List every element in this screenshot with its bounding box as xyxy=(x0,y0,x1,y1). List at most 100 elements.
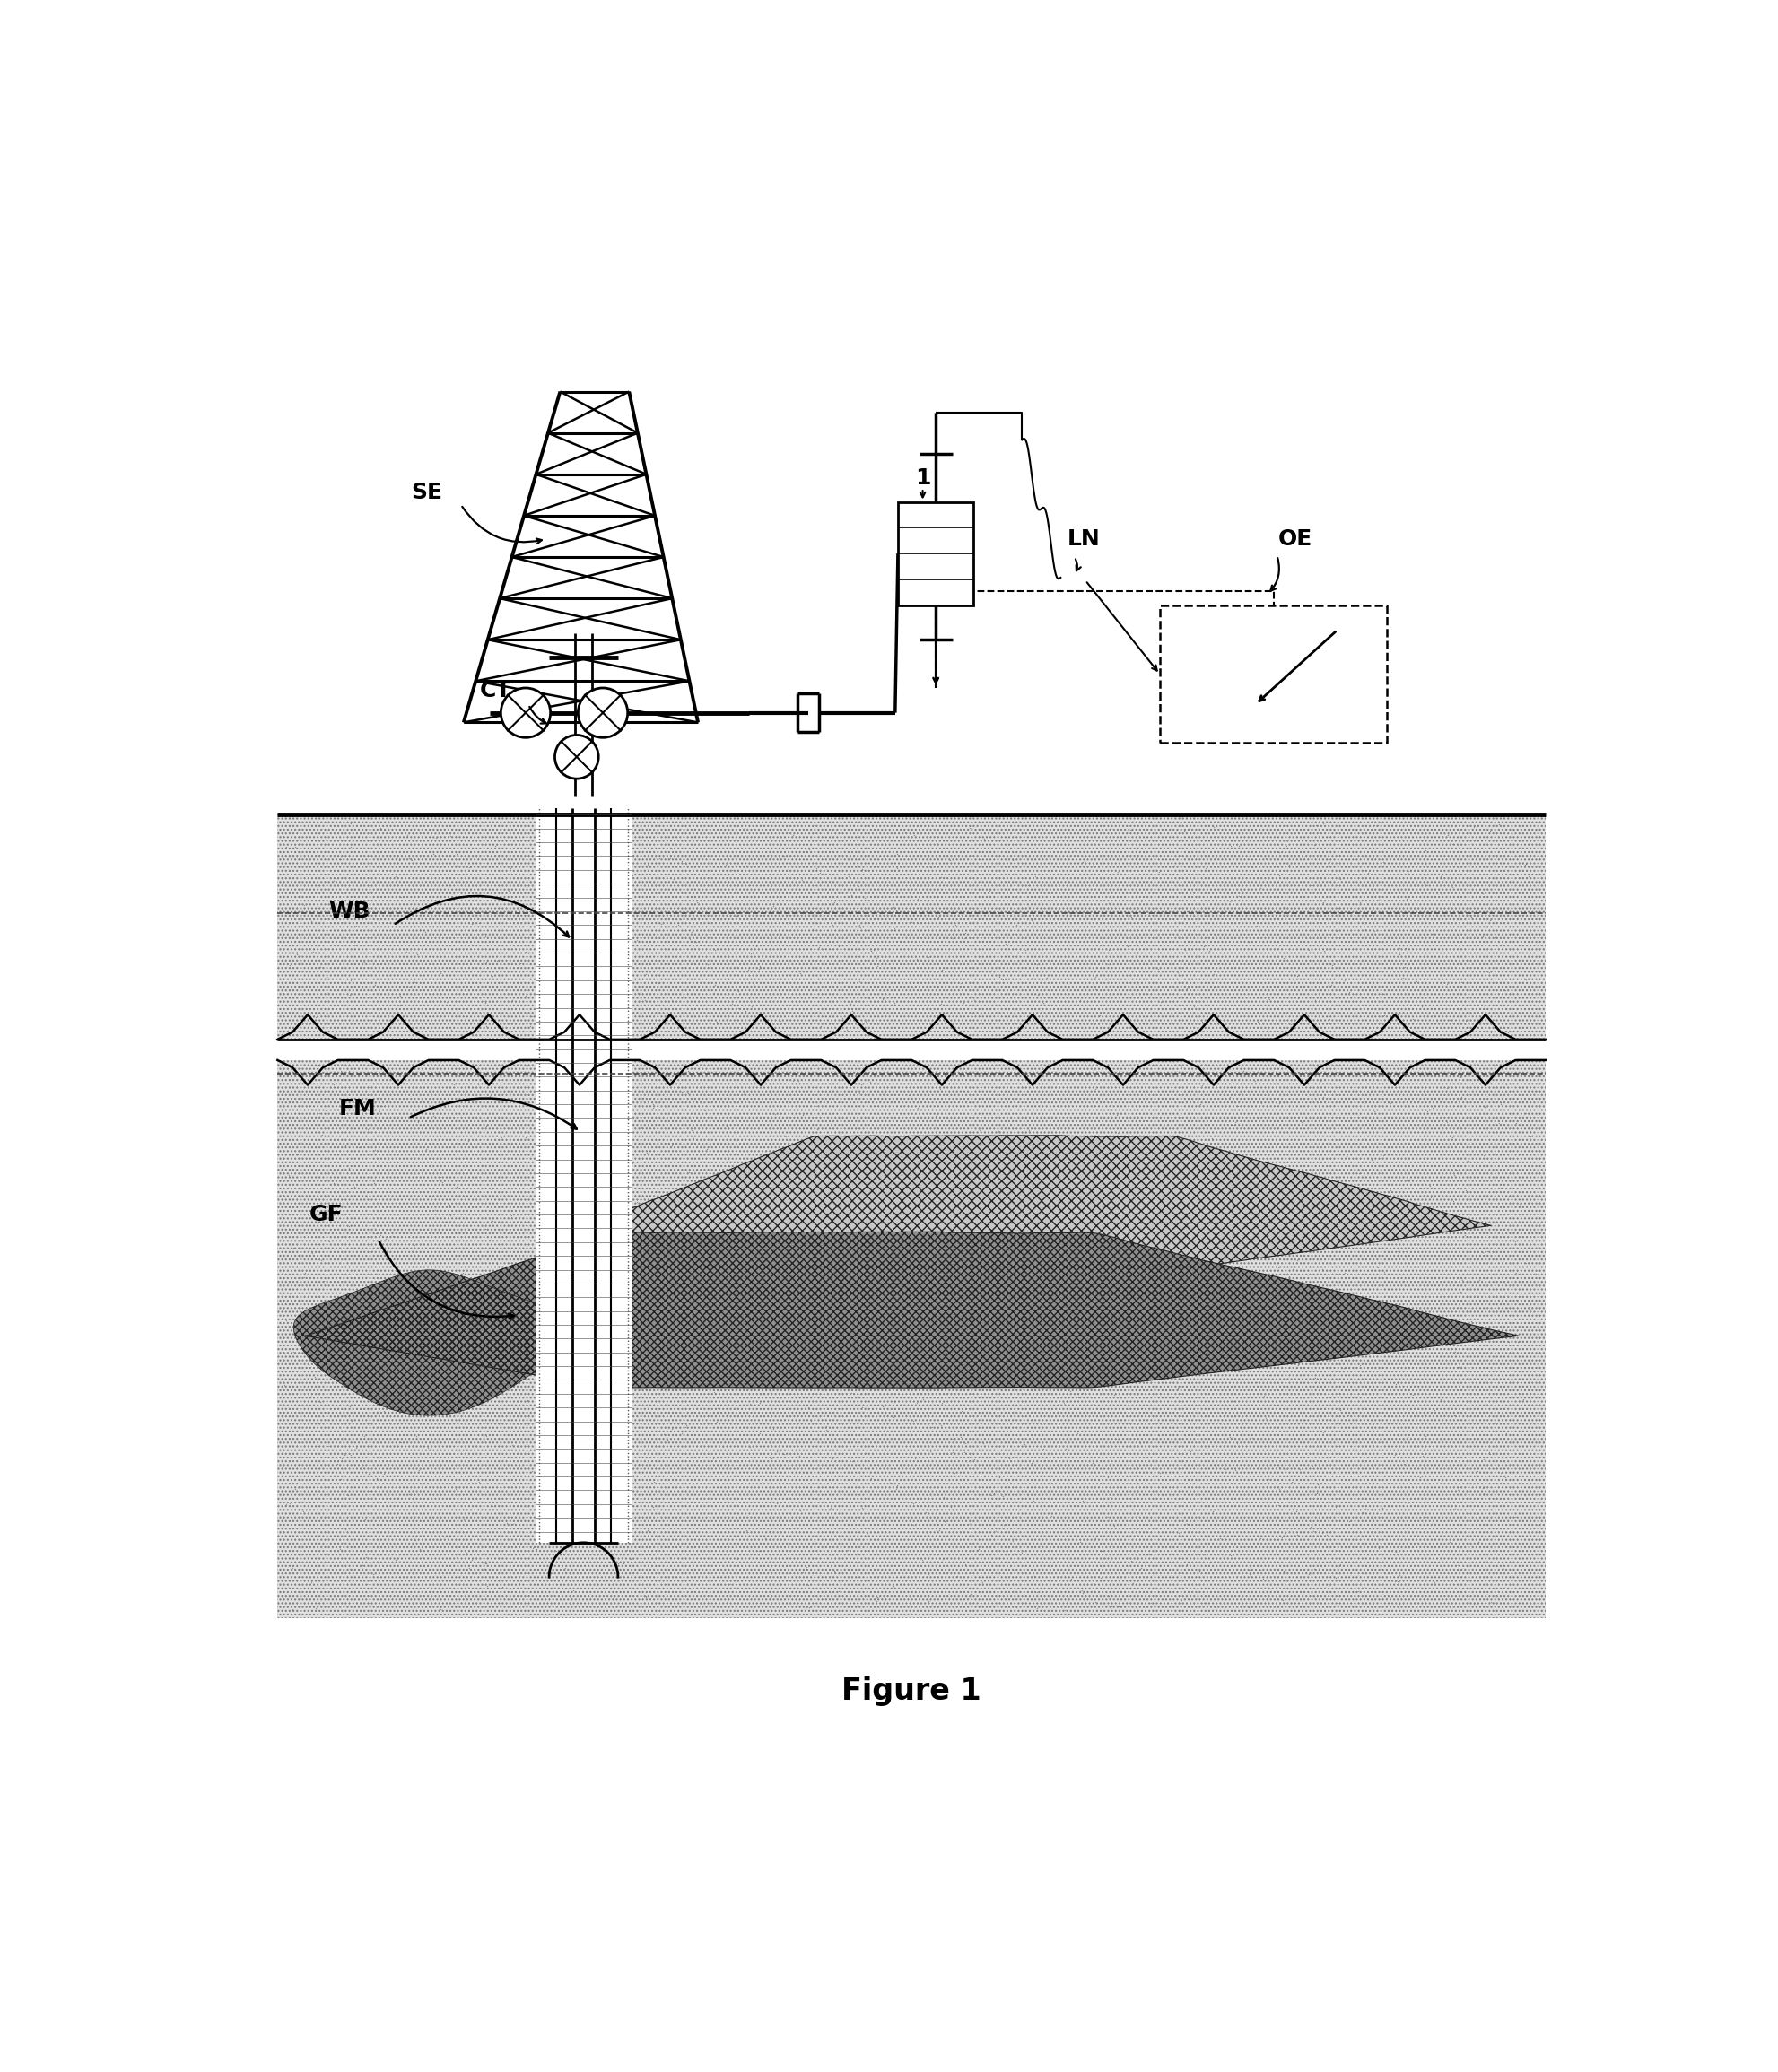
Point xyxy=(558,1573,587,1606)
Point xyxy=(340,928,368,961)
Point xyxy=(1309,1175,1337,1208)
Point xyxy=(1006,1200,1035,1233)
Point xyxy=(281,1411,309,1444)
Point xyxy=(432,1388,461,1421)
Point xyxy=(1394,856,1422,889)
Point xyxy=(597,1378,626,1411)
Point xyxy=(660,862,688,895)
Point xyxy=(603,1475,631,1508)
Point xyxy=(1170,814,1198,847)
Point xyxy=(325,843,354,876)
Bar xyxy=(277,1061,1545,1618)
Point xyxy=(1140,1372,1168,1405)
Point xyxy=(926,868,955,901)
Point xyxy=(836,986,864,1019)
Point xyxy=(949,986,978,1019)
Point xyxy=(1170,1419,1198,1452)
Point xyxy=(336,1552,364,1585)
Point xyxy=(1300,984,1328,1017)
Point xyxy=(1248,1378,1277,1411)
Point xyxy=(1346,1357,1374,1390)
Point xyxy=(425,1160,453,1193)
Point xyxy=(631,984,660,1017)
Point xyxy=(345,1569,373,1602)
Point xyxy=(677,1191,706,1225)
Point xyxy=(1223,1152,1252,1185)
Point xyxy=(1246,1521,1275,1554)
Point xyxy=(1428,1301,1456,1334)
Point xyxy=(439,1444,468,1477)
Point xyxy=(1385,1372,1414,1405)
Point xyxy=(1360,808,1389,841)
Point xyxy=(903,883,932,916)
Point xyxy=(500,1502,528,1535)
Point xyxy=(1316,1283,1344,1316)
Point xyxy=(962,1345,990,1378)
Point xyxy=(1412,868,1440,901)
Point xyxy=(1017,1403,1045,1436)
Point xyxy=(573,951,601,984)
Point xyxy=(537,1477,565,1510)
Point xyxy=(589,1073,617,1106)
Point xyxy=(1486,1173,1515,1206)
Point xyxy=(1109,1185,1138,1218)
Point xyxy=(526,1285,555,1318)
Point xyxy=(471,1546,500,1579)
Point xyxy=(277,833,306,866)
Point xyxy=(1513,860,1542,893)
Point xyxy=(324,1349,352,1382)
Point xyxy=(1428,966,1456,999)
Point xyxy=(811,1413,839,1446)
Point xyxy=(731,1407,759,1440)
Point xyxy=(1189,1587,1218,1620)
Point xyxy=(1421,997,1449,1030)
Point xyxy=(846,1378,875,1411)
Point xyxy=(816,1210,845,1243)
Point xyxy=(1232,1208,1261,1241)
Point xyxy=(724,1057,752,1090)
Point xyxy=(308,1289,336,1322)
Point xyxy=(393,1285,421,1318)
Point xyxy=(1291,1403,1319,1436)
Point xyxy=(1485,1457,1513,1490)
Point xyxy=(610,850,638,883)
Point xyxy=(324,856,352,889)
Point xyxy=(498,1428,526,1461)
Point xyxy=(804,1220,832,1254)
Point xyxy=(1225,829,1253,862)
Point xyxy=(1300,1084,1328,1117)
Point xyxy=(670,1411,699,1444)
Point xyxy=(733,1365,761,1399)
Point xyxy=(976,1477,1005,1510)
Point xyxy=(1277,1007,1305,1040)
Point xyxy=(352,1566,380,1600)
Point xyxy=(1021,1394,1049,1428)
Point xyxy=(882,1469,910,1502)
Point xyxy=(759,1554,788,1587)
Point xyxy=(299,1411,327,1444)
Point xyxy=(990,1249,1019,1283)
Point xyxy=(901,1442,930,1475)
Point xyxy=(987,1510,1015,1544)
Point xyxy=(845,1214,873,1247)
Point xyxy=(788,1142,816,1175)
Point xyxy=(699,1376,727,1409)
Point xyxy=(1227,874,1255,908)
Point xyxy=(477,1222,505,1256)
Point xyxy=(411,1256,439,1289)
Point xyxy=(578,1469,606,1502)
Point xyxy=(1469,1471,1497,1504)
Point xyxy=(989,963,1017,997)
Point xyxy=(551,1564,580,1598)
Point xyxy=(667,903,695,937)
Point xyxy=(802,1185,830,1218)
Point xyxy=(1366,1407,1394,1440)
Point xyxy=(1047,1117,1076,1150)
Point xyxy=(477,1057,505,1090)
Point xyxy=(621,1465,649,1498)
Point xyxy=(805,930,834,963)
Point xyxy=(1506,899,1534,932)
Point xyxy=(741,1177,770,1210)
Point xyxy=(1198,1314,1227,1347)
Point xyxy=(569,1148,597,1181)
